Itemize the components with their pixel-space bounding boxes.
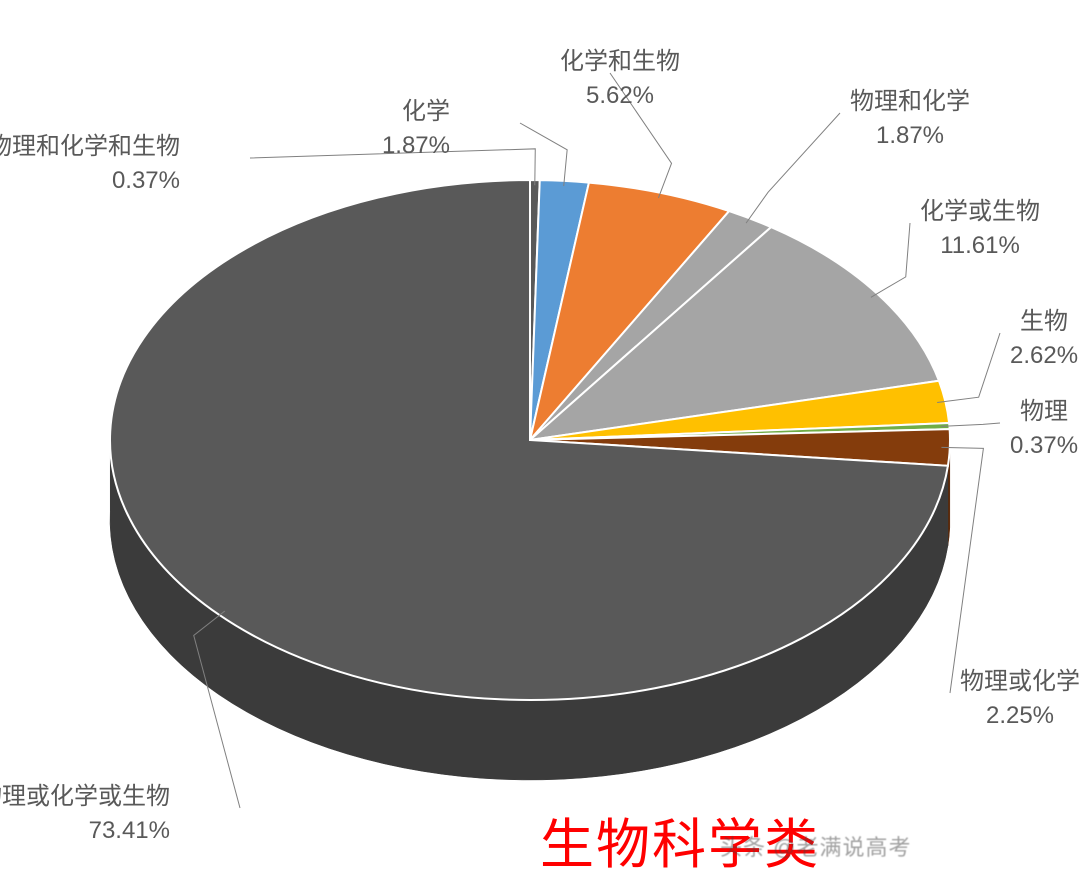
- slice-label: 化学或生物 11.61%: [920, 195, 1040, 262]
- slice-label-name: 化学或生物: [920, 198, 1040, 225]
- slice-label: 化学 1.87%: [382, 95, 450, 162]
- slice-label-value: 2.25%: [960, 699, 1080, 733]
- slice-label-value: 5.62%: [560, 79, 680, 113]
- slice-label-value: 73.41%: [0, 814, 170, 848]
- watermark-text: 头条 @老满说高考: [720, 830, 911, 862]
- slice-label-name: 物理或化学或生物: [0, 783, 170, 810]
- slice-label: 物理或化学或生物 73.41%: [0, 780, 170, 847]
- slice-label-value: 0.37%: [1010, 429, 1078, 463]
- slice-label-name: 化学: [402, 98, 450, 125]
- slice-label: 物理 0.37%: [1010, 395, 1078, 462]
- leader-line: [937, 333, 1000, 403]
- slice-label: 物理和化学和生物 0.37%: [0, 130, 180, 197]
- slice-label: 化学和生物 5.62%: [560, 45, 680, 112]
- slice-label-value: 1.87%: [382, 129, 450, 163]
- slice-label-name: 物理和化学和生物: [0, 133, 180, 160]
- slice-label: 生物 2.62%: [1010, 305, 1078, 372]
- slice-label-value: 0.37%: [0, 164, 180, 198]
- slice-label: 物理或化学 2.25%: [960, 665, 1080, 732]
- slice-label-name: 化学和生物: [560, 48, 680, 75]
- leader-line: [871, 223, 910, 297]
- slice-label-name: 物理: [1020, 398, 1068, 425]
- leader-line: [746, 113, 840, 223]
- slice-label-value: 2.62%: [1010, 339, 1078, 373]
- slice-label-name: 生物: [1020, 308, 1068, 335]
- slice-label-name: 物理或化学: [960, 668, 1080, 695]
- slice-label-value: 11.61%: [920, 229, 1040, 263]
- slice-label-value: 1.87%: [850, 119, 970, 153]
- leader-line: [520, 123, 567, 186]
- slice-label: 物理和化学 1.87%: [850, 85, 970, 152]
- slice-label-name: 物理和化学: [850, 88, 970, 115]
